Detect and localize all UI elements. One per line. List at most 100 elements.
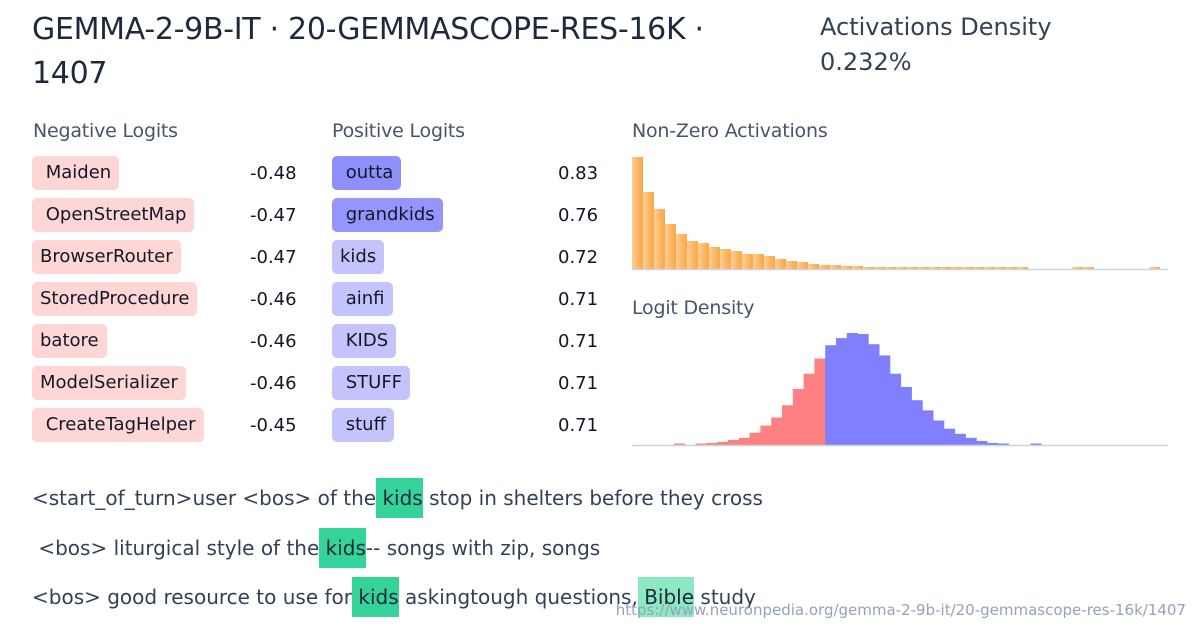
positive-logit-row: kids 0.72 [332, 240, 602, 282]
histogram-bar [720, 249, 731, 269]
histogram-bar [1030, 443, 1042, 445]
positive-logit-value: 0.76 [558, 205, 599, 226]
example-line: <bos> liturgical style of the kids-- son… [32, 528, 600, 568]
histogram-bar [764, 256, 775, 269]
negative-logit-token: ModelSerializer [32, 366, 186, 400]
histogram-bar [965, 437, 977, 445]
histogram-bar [1006, 267, 1017, 269]
histogram-bar [868, 344, 880, 445]
histogram-bar [632, 157, 643, 269]
activations-histogram-svg [632, 157, 1168, 271]
negative-logit-token: Maiden [32, 156, 120, 190]
positive-logit-row: ainfi 0.71 [332, 282, 602, 324]
histogram-bar [998, 443, 1010, 445]
positive-logit-value: 0.71 [558, 289, 599, 310]
histogram-bar [830, 265, 841, 269]
histogram-bar [885, 267, 896, 269]
positive-logit-row: grandkids 0.76 [332, 198, 602, 240]
histogram-bar [973, 267, 984, 269]
highlighted-token: kids [352, 577, 399, 617]
histogram-bar [728, 439, 740, 445]
histogram-bar [771, 417, 783, 445]
positive-logits-list: outta 0.83 grandkids 0.76 kids 0.72 ainf… [332, 156, 602, 450]
context-text: askingtough questions, [398, 585, 638, 609]
histogram-bar [695, 443, 707, 445]
positive-logit-token: kids [332, 240, 385, 274]
histogram-bar [742, 254, 753, 269]
negative-logit-value: -0.48 [250, 163, 297, 184]
positive-logit-row: KIDS 0.71 [332, 324, 602, 366]
histogram-bar [896, 267, 907, 269]
histogram-bar [753, 254, 764, 269]
histogram-bar [857, 334, 869, 445]
histogram-bar [1017, 267, 1028, 269]
histogram-bar [995, 267, 1006, 269]
logit-density-heading: Logit Density [632, 297, 755, 319]
negative-logit-row: CreateTagHelper -0.45 [32, 408, 302, 450]
example-line: <bos> good resource to use for kids aski… [32, 577, 756, 617]
positive-logit-value: 0.71 [558, 331, 599, 352]
negative-logit-value: -0.47 [250, 247, 297, 268]
histogram-bar [797, 262, 808, 269]
negative-logit-row: OpenStreetMap -0.47 [32, 198, 302, 240]
positive-logit-value: 0.71 [558, 415, 599, 436]
histogram-bar [706, 442, 718, 445]
histogram-bar [760, 425, 772, 445]
logit-density-histogram-svg [632, 333, 1168, 447]
histogram-bar [687, 241, 698, 269]
negative-logit-value: -0.45 [250, 415, 297, 436]
histogram-bar [782, 405, 794, 445]
histogram-bar [929, 267, 940, 269]
positive-logit-token: STUFF [332, 366, 411, 400]
context-text: <bos> good resource to use for [32, 585, 352, 609]
logit-density-histogram [632, 330, 1168, 448]
negative-logit-value: -0.46 [250, 331, 297, 352]
histogram-bar [808, 264, 819, 269]
negative-logit-token: BrowserRouter [32, 240, 181, 274]
histogram-bar [951, 267, 962, 269]
density-value: 0.232% [820, 48, 912, 76]
histogram-bar [900, 386, 912, 445]
negative-logit-token: StoredProcedure [32, 282, 198, 316]
histogram-bar [976, 440, 988, 445]
highlighted-token: Bible [637, 577, 695, 617]
histogram-bar [911, 400, 923, 445]
histogram-bar [709, 247, 720, 269]
page-title: GEMMA-2-9B-IT · 20-GEMMASCOPE-RES-16K · … [32, 8, 812, 96]
positive-logits-heading: Positive Logits [332, 120, 465, 142]
histogram-bar [922, 410, 934, 445]
negative-logit-row: StoredProcedure -0.46 [32, 282, 302, 324]
histogram-bar [775, 259, 786, 269]
source-url: https://www.neuronpedia.org/gemma-2-9b-i… [615, 601, 1186, 619]
histogram-bar [907, 267, 918, 269]
positive-logit-token: grandkids [332, 198, 443, 232]
histogram-bar [852, 266, 863, 269]
positive-logit-row: outta 0.83 [332, 156, 602, 198]
histogram-bar [879, 355, 891, 445]
histogram-bar [819, 265, 830, 269]
histogram-bar [643, 192, 654, 269]
negative-logit-value: -0.47 [250, 205, 297, 226]
negative-logit-row: BrowserRouter -0.47 [32, 240, 302, 282]
positive-logit-value: 0.71 [558, 373, 599, 394]
activations-histogram [632, 154, 1168, 272]
negative-logit-row: ModelSerializer -0.46 [32, 366, 302, 408]
histogram-bar [1149, 267, 1160, 269]
context-text: -- songs with zip, songs [365, 536, 601, 560]
activations-density: Activations Density 0.232% [820, 10, 1052, 80]
negative-logit-row: batore -0.46 [32, 324, 302, 366]
histogram-bar [846, 333, 858, 445]
histogram-bar [863, 267, 874, 269]
histogram-bar [803, 373, 815, 445]
negative-logit-token: OpenStreetMap [32, 198, 195, 232]
histogram-bar [890, 373, 902, 445]
negative-logit-token: batore [32, 324, 107, 358]
negative-logit-row: Maiden -0.48 [32, 156, 302, 198]
histogram-bar [825, 345, 837, 445]
positive-logit-token: stuff [332, 408, 394, 442]
context-text: stop in shelters before they cross [422, 486, 763, 510]
histogram-bar [962, 267, 973, 269]
title-line-1: GEMMA-2-9B-IT · 20-GEMMASCOPE-RES-16K · [32, 12, 704, 47]
positive-logit-token: KIDS [332, 324, 397, 358]
